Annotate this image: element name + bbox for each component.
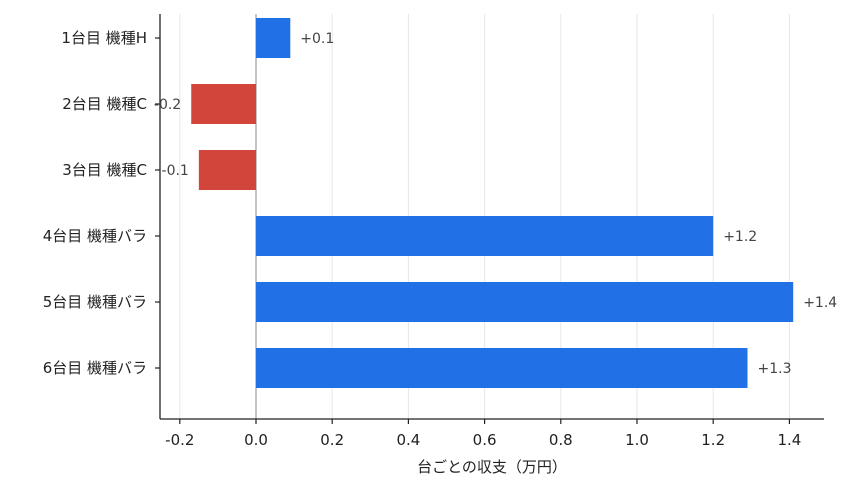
category-label: 6台目 機種バラ xyxy=(43,359,147,377)
x-axis-title: 台ごとの収支（万円） xyxy=(417,458,567,476)
data-label: -0.2 xyxy=(154,97,181,113)
labels: -0.2 0.0 0.2 0.4 0.6 0.8 1.0 1.2 1.4 1台目 機種H +0.1 2… xyxy=(43,29,838,449)
data-label: -0.1 xyxy=(162,163,189,179)
x-tick-label: 1.4 xyxy=(777,431,801,449)
x-tick-label: 1.0 xyxy=(625,431,649,449)
data-label: +1.2 xyxy=(723,229,757,245)
x-tick-label: -0.2 xyxy=(165,431,194,449)
bars xyxy=(191,18,794,388)
bar xyxy=(198,150,256,190)
data-label: +1.4 xyxy=(803,295,837,311)
x-tick-label: 1.2 xyxy=(701,431,725,449)
axes xyxy=(155,14,824,424)
category-label: 1台目 機種H xyxy=(61,29,147,47)
data-label: +0.1 xyxy=(300,31,334,47)
category-label: 4台目 機種バラ xyxy=(43,227,147,245)
category-label: 3台目 機種C xyxy=(62,161,147,179)
data-label: +1.3 xyxy=(757,361,791,377)
x-tick-label: 0.4 xyxy=(396,431,420,449)
bar xyxy=(256,216,714,256)
bar xyxy=(256,348,748,388)
x-tick-label: 0.8 xyxy=(549,431,573,449)
bar xyxy=(256,18,291,58)
category-label: 2台目 機種C xyxy=(62,95,147,113)
bar xyxy=(191,84,256,124)
x-tick-label: 0.6 xyxy=(473,431,497,449)
category-label: 5台目 機種バラ xyxy=(43,293,147,311)
x-tick-label: 0.2 xyxy=(320,431,344,449)
bar xyxy=(256,282,794,322)
x-tick-label: 0.0 xyxy=(244,431,268,449)
